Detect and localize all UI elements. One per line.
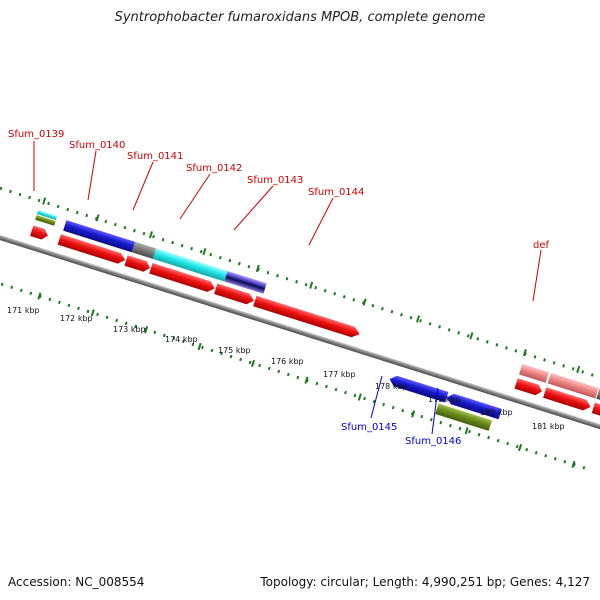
- gene-label-sfum-0141[interactable]: Sfum_0141: [127, 151, 183, 162]
- leader-sfum-0141: [132, 161, 154, 211]
- gene-label-sfum-0146[interactable]: Sfum_0146: [405, 436, 461, 447]
- feature-gray-spacer[interactable]: [131, 241, 157, 259]
- scale-label-174: 174 kbp: [165, 335, 198, 344]
- accession-text: Accession: NC_008554: [8, 575, 145, 589]
- sequence-backbone: [0, 223, 600, 457]
- cds-arrow-sfum-0139[interactable]: [57, 234, 127, 265]
- forward-gene-labels: Sfum_0139 Sfum_0140 Sfum_0141 Sfum_0142 …: [8, 129, 550, 302]
- cds-arrow-sfum-0146[interactable]: [445, 392, 502, 420]
- gene-label-sfum-0139[interactable]: Sfum_0139: [8, 129, 64, 140]
- leader-sfum-0142: [179, 173, 211, 220]
- reverse-features: [388, 374, 502, 431]
- cds-arrow-right[interactable]: [591, 402, 600, 422]
- scale-label-173: 173 kbp: [113, 325, 146, 334]
- gene-label-sfum-0145[interactable]: Sfum_0145: [341, 422, 397, 433]
- feature-sfum-0142-purple[interactable]: [224, 270, 267, 294]
- feature-sfum-0141-cyan[interactable]: [152, 248, 228, 282]
- cds-arrow-sfum-0140[interactable]: [124, 255, 151, 273]
- gene-label-def[interactable]: def: [533, 240, 550, 251]
- leader-sfum-0145: [370, 375, 383, 419]
- feature-def-pink-1[interactable]: [519, 363, 550, 383]
- forward-cds-arrows: [30, 225, 600, 422]
- feature-sfum-0140-blue[interactable]: [63, 220, 136, 253]
- scale-label-176: 176 kbp: [271, 357, 304, 366]
- forward-tick-track: [0, 186, 594, 377]
- gene-label-sfum-0142[interactable]: Sfum_0142: [186, 163, 242, 174]
- scale-labels: 171 kbp 172 kbp 173 kbp 174 kbp 175 kbp …: [7, 306, 565, 431]
- scale-label-172: 172 kbp: [60, 314, 93, 323]
- cds-arrow-def-1[interactable]: [514, 378, 544, 397]
- leader-def: [532, 249, 542, 302]
- reverse-tick-track: [0, 282, 586, 470]
- gene-label-sfum-0144[interactable]: Sfum_0144: [308, 187, 364, 198]
- gene-label-sfum-0140[interactable]: Sfum_0140: [69, 140, 125, 151]
- cds-arrow-sfum-0141[interactable]: [149, 263, 216, 294]
- scale-label-179: 179 kbp: [428, 395, 461, 404]
- cds-arrow-sfum-0142[interactable]: [214, 283, 255, 306]
- leader-sfum-0146: [431, 387, 439, 435]
- feature-sfum-0146-olive[interactable]: [435, 403, 492, 431]
- genome-title: Syntrophobacter fumaroxidans MPOB, compl…: [114, 10, 486, 25]
- reverse-gene-labels: Sfum_0145 Sfum_0146: [341, 375, 461, 447]
- cds-arrow-def-2[interactable]: [543, 387, 592, 412]
- leader-sfum-0140: [87, 150, 97, 201]
- scale-label-177: 177 kbp: [323, 370, 356, 379]
- feature-def-pink-2[interactable]: [547, 372, 599, 399]
- gene-label-sfum-0143[interactable]: Sfum_0143: [247, 175, 303, 186]
- cds-arrow-sfum-0143-0144[interactable]: [253, 295, 361, 340]
- scale-label-181: 181 kbp: [532, 422, 565, 431]
- scale-label-180: 180 kbp: [480, 408, 513, 417]
- scale-label-178: 178 kbp: [375, 382, 408, 391]
- leader-sfum-0143: [233, 185, 274, 231]
- leader-sfum-0144: [308, 197, 334, 246]
- feature-olive-small[interactable]: [35, 214, 56, 226]
- forward-features-row1: [35, 210, 600, 403]
- cds-arrow-sfum-0145[interactable]: [388, 374, 449, 403]
- feature-sfum-0139-upper[interactable]: [36, 210, 58, 221]
- scale-label-175: 175 kbp: [218, 346, 251, 355]
- genome-summary-text: Topology: circular; Length: 4,990,251 bp…: [260, 575, 590, 589]
- scale-label-171: 171 kbp: [7, 306, 40, 315]
- cds-arrow-1[interactable]: [30, 225, 50, 241]
